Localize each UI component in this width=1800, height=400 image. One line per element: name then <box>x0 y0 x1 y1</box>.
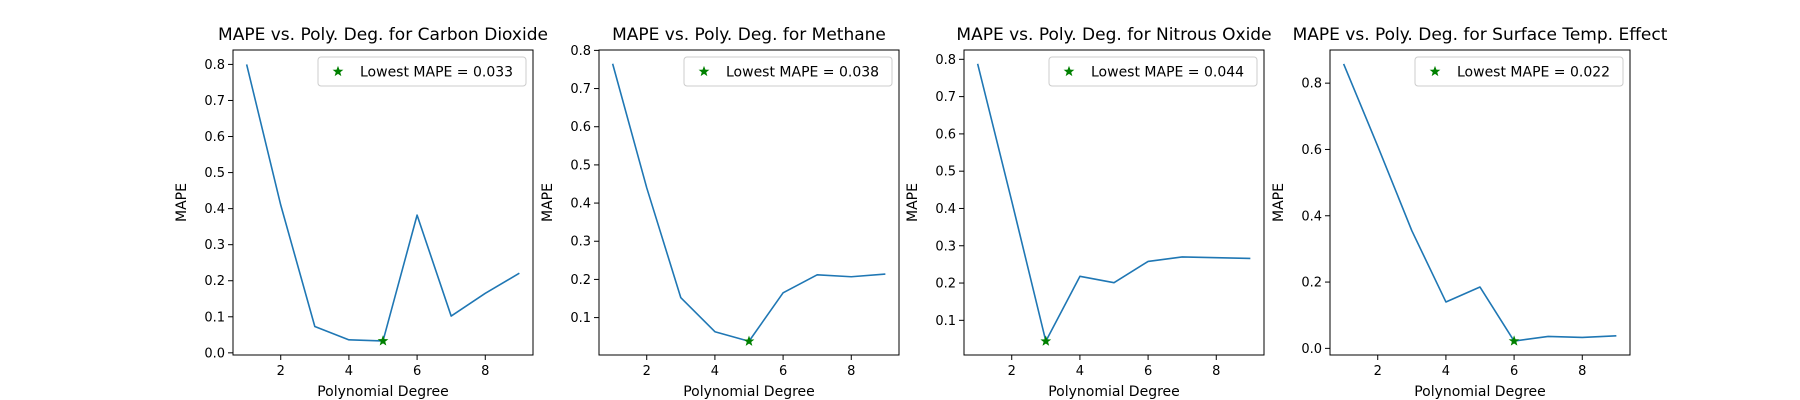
x-tick-label: 6 <box>413 364 421 379</box>
x-tick-label: 2 <box>643 364 651 379</box>
y-tick-label: 0.8 <box>1301 77 1322 92</box>
y-tick-label: 0.1 <box>570 311 591 326</box>
lowest-mape-marker <box>1508 335 1520 346</box>
legend-box <box>683 56 893 87</box>
x-tick-label: 4 <box>1076 364 1084 379</box>
y-tick-label: 0.1 <box>935 314 956 329</box>
y-tick-label: 0.5 <box>935 165 956 180</box>
x-tick-label: 2 <box>1374 364 1382 379</box>
y-tick-label: 0.1 <box>204 310 225 325</box>
plot-frame <box>598 49 900 356</box>
y-tick-label: 0.8 <box>570 44 591 59</box>
y-tick-label: 0.6 <box>935 127 956 142</box>
y-tick-label: 0.3 <box>204 238 225 253</box>
x-tick-label: 6 <box>1144 364 1152 379</box>
y-tick-label: 0.8 <box>204 58 225 73</box>
chart-panel-2: MAPE vs. Poly. Deg. for Methane 2 4 6 8 0.1 0.… <box>540 25 900 400</box>
chart-title: MAPE vs. Poly. Deg. for Methane <box>612 25 886 45</box>
legend-marker <box>1429 65 1441 77</box>
y-tick-label: 0.5 <box>570 158 591 173</box>
mape-line <box>976 63 1251 343</box>
plot-frame <box>963 49 1265 356</box>
chart-title: MAPE vs. Poly. Deg. for Nitrous Oxide <box>956 25 1271 45</box>
legend-marker <box>332 65 344 77</box>
y-tick-label: 0.6 <box>1301 143 1322 158</box>
legend-label: Lowest MAPE = 0.033 <box>360 65 513 81</box>
y-tick-label: 0.7 <box>570 82 591 97</box>
legend-marker <box>1063 65 1075 77</box>
y-tick-label: 0.8 <box>935 53 956 68</box>
y-tick-label: 0.4 <box>204 202 225 217</box>
legend: Lowest MAPE = 0.022 <box>1414 56 1624 87</box>
x-tick-label: 8 <box>847 364 855 379</box>
y-tick-label: 0.3 <box>935 239 956 254</box>
y-tick-label: 0.4 <box>1301 209 1322 224</box>
y-tick-label: 0.3 <box>570 235 591 250</box>
legend: Lowest MAPE = 0.033 <box>317 56 527 87</box>
x-tick-label: 2 <box>277 364 285 379</box>
y-tick-label: 0.0 <box>204 346 225 361</box>
y-tick-label: 0.7 <box>935 90 956 105</box>
x-axis-label: Polynomial Degree <box>317 384 449 400</box>
y-tick-label: 0.5 <box>204 166 225 181</box>
y-tick-label: 0.7 <box>204 94 225 109</box>
x-tick-label: 8 <box>1578 364 1586 379</box>
y-tick-label: 0.6 <box>570 120 591 135</box>
y-tick-label: 0.0 <box>1301 342 1322 357</box>
mape-line <box>1342 63 1617 342</box>
lowest-mape-marker <box>743 335 755 346</box>
x-tick-label: 4 <box>345 364 353 379</box>
y-axis-label: MAPE <box>1271 183 1287 222</box>
plot-frame <box>1329 49 1631 356</box>
x-tick-label: 8 <box>1212 364 1220 379</box>
y-tick-label: 0.4 <box>935 202 956 217</box>
plot-frame <box>232 49 534 356</box>
y-tick-label: 0.2 <box>1301 276 1322 291</box>
chart-title: MAPE vs. Poly. Deg. for Carbon Dioxide <box>218 25 548 45</box>
x-axis-label: Polynomial Degree <box>683 384 815 400</box>
y-tick-label: 0.4 <box>570 197 591 212</box>
legend-marker <box>698 65 710 77</box>
legend-box <box>317 56 527 87</box>
x-tick-label: 8 <box>481 364 489 379</box>
legend-label: Lowest MAPE = 0.038 <box>726 65 879 81</box>
x-tick-label: 2 <box>1008 364 1016 379</box>
legend: Lowest MAPE = 0.038 <box>683 56 893 87</box>
y-tick-label: 0.2 <box>935 277 956 292</box>
legend: Lowest MAPE = 0.044 <box>1048 56 1258 87</box>
y-tick-label: 0.2 <box>204 274 225 289</box>
x-tick-label: 4 <box>711 364 719 379</box>
chart-panel-4: MAPE vs. Poly. Deg. for Surface Temp. Ef… <box>1271 25 1668 400</box>
mape-line <box>245 64 520 342</box>
x-axis-label: Polynomial Degree <box>1414 384 1546 400</box>
legend-label: Lowest MAPE = 0.022 <box>1457 65 1610 81</box>
lowest-mape-marker <box>1040 335 1052 346</box>
mape-line <box>611 63 886 343</box>
x-tick-label: 6 <box>1510 364 1518 379</box>
legend-box <box>1048 56 1258 87</box>
y-tick-label: 0.6 <box>204 130 225 145</box>
legend-box <box>1414 56 1624 87</box>
y-axis-label: MAPE <box>905 183 921 222</box>
chart-panel-3: MAPE vs. Poly. Deg. for Nitrous Oxide 2 4 6… <box>905 25 1272 400</box>
x-tick-label: 6 <box>779 364 787 379</box>
chart-title: MAPE vs. Poly. Deg. for Surface Temp. Ef… <box>1293 25 1668 45</box>
x-axis-label: Polynomial Degree <box>1048 384 1180 400</box>
x-tick-label: 4 <box>1442 364 1450 379</box>
chart-panel-1: MAPE vs. Poly. Deg. for Carbon Dioxide 2 4… <box>174 25 548 400</box>
y-axis-label: MAPE <box>174 183 190 222</box>
legend-label: Lowest MAPE = 0.044 <box>1091 65 1244 81</box>
y-axis-label: MAPE <box>540 183 556 222</box>
lowest-mape-marker <box>377 335 389 346</box>
y-tick-label: 0.2 <box>570 273 591 288</box>
